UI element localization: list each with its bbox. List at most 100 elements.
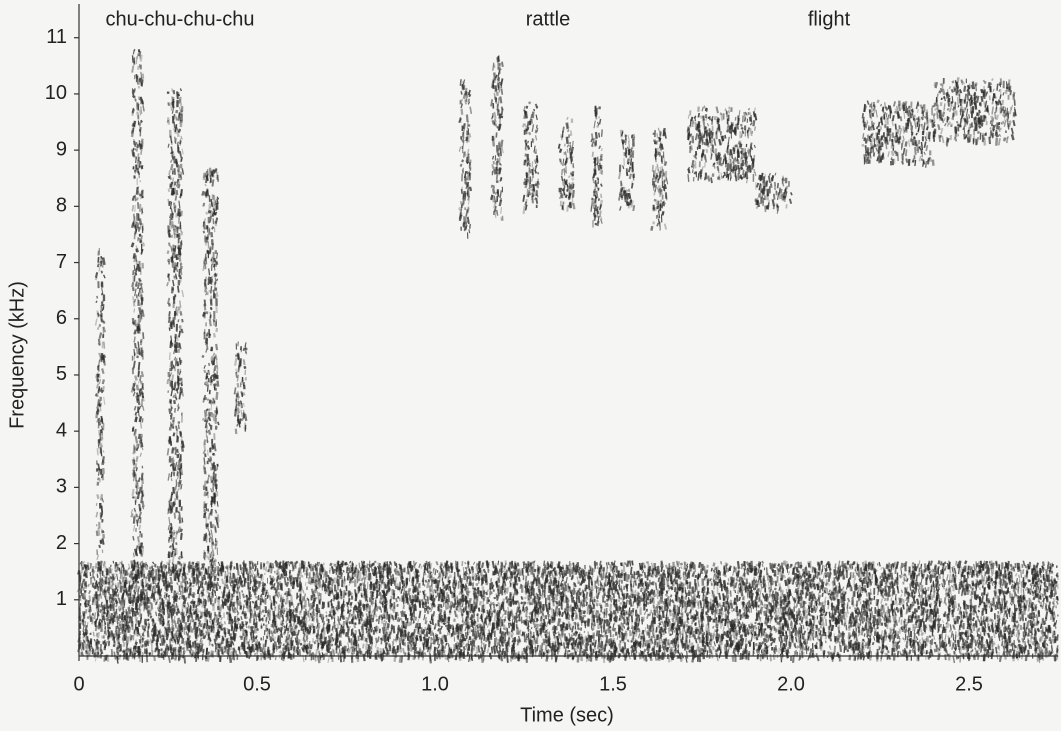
streak — [267, 595, 268, 599]
streak — [631, 567, 632, 575]
streak — [277, 569, 278, 572]
streak — [291, 595, 292, 602]
streak — [222, 579, 223, 584]
streak — [246, 622, 247, 625]
streak — [685, 572, 686, 577]
streak — [947, 623, 948, 628]
streak — [300, 619, 301, 626]
streak — [647, 614, 648, 619]
streak — [1046, 652, 1047, 655]
streak — [570, 571, 571, 577]
streak — [935, 564, 936, 569]
streak — [971, 642, 972, 645]
streak — [798, 562, 799, 568]
streak — [902, 563, 903, 568]
streak — [349, 567, 350, 573]
streak — [1049, 650, 1050, 656]
streak — [1018, 640, 1019, 643]
streak — [108, 611, 109, 618]
streak — [893, 615, 894, 623]
streak — [311, 644, 312, 649]
streak — [445, 635, 446, 642]
streak — [112, 605, 113, 608]
streak — [962, 638, 963, 642]
streak — [586, 602, 587, 606]
streak — [479, 608, 480, 612]
streak — [971, 651, 972, 656]
streak — [416, 623, 417, 628]
streak — [656, 627, 657, 633]
streak — [967, 641, 968, 643]
streak — [150, 567, 151, 570]
streak — [1014, 591, 1015, 596]
streak — [553, 626, 554, 630]
streak — [502, 570, 503, 573]
streak — [121, 603, 122, 610]
streak — [949, 586, 950, 592]
streak — [202, 572, 203, 577]
streak — [510, 623, 511, 627]
streak — [713, 626, 714, 629]
streak — [659, 623, 660, 625]
streak — [625, 562, 626, 565]
streak — [470, 598, 471, 603]
streak — [917, 564, 918, 568]
streak — [885, 598, 886, 601]
streak — [537, 645, 538, 651]
streak — [617, 636, 618, 640]
streak — [292, 632, 293, 636]
streak — [939, 601, 940, 606]
streak — [869, 573, 870, 577]
streak — [243, 594, 244, 598]
streak — [456, 653, 457, 660]
streak — [267, 561, 268, 564]
streak — [955, 601, 956, 608]
streak — [107, 617, 108, 620]
streak — [148, 619, 149, 621]
streak — [97, 574, 98, 577]
streak — [588, 632, 589, 635]
streak — [99, 582, 100, 585]
streak — [415, 604, 416, 611]
streak — [183, 620, 184, 623]
streak — [284, 610, 285, 614]
streak — [175, 654, 176, 660]
streak — [544, 585, 545, 590]
streak — [795, 643, 796, 648]
streak — [358, 579, 359, 581]
streak — [737, 616, 738, 623]
streak — [916, 575, 917, 581]
streak — [857, 592, 858, 598]
streak — [394, 561, 395, 566]
streak — [806, 573, 807, 576]
streak — [88, 616, 89, 618]
streak — [714, 570, 715, 573]
streak — [627, 564, 628, 567]
streak — [627, 640, 628, 643]
streak — [435, 623, 436, 629]
streak — [846, 625, 847, 630]
streak — [527, 602, 528, 604]
streak — [958, 608, 959, 611]
streak — [147, 648, 148, 654]
streak — [677, 605, 678, 612]
streak — [998, 646, 999, 649]
streak — [459, 591, 460, 595]
streak — [597, 630, 598, 636]
streak — [652, 613, 653, 621]
streak — [90, 607, 91, 610]
streak — [650, 612, 651, 615]
streak — [635, 629, 636, 633]
streak — [268, 592, 269, 597]
streak — [1012, 616, 1013, 622]
streak — [791, 621, 792, 626]
streak — [666, 565, 667, 569]
streak — [227, 628, 228, 632]
streak — [591, 635, 592, 639]
streak — [228, 606, 229, 610]
streak — [727, 616, 728, 619]
streak — [940, 619, 941, 621]
streak — [748, 609, 749, 612]
streak — [271, 631, 272, 635]
